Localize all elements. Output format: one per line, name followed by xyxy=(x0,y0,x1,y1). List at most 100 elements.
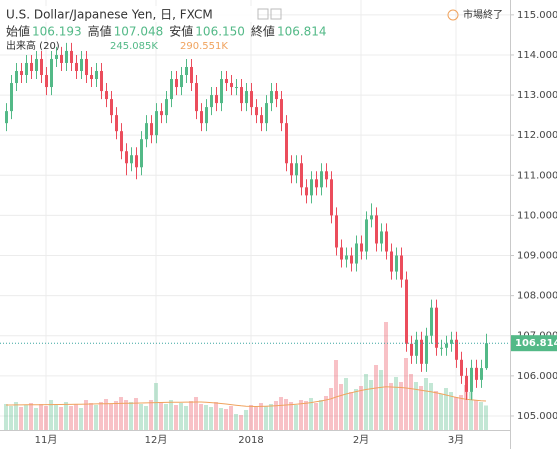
candle-body xyxy=(110,99,113,116)
candle-body xyxy=(210,95,213,108)
candle-body xyxy=(160,111,163,116)
volume-bar xyxy=(474,400,478,430)
candle-body xyxy=(360,243,363,252)
volume-bar xyxy=(289,402,293,430)
x-tick-label: 2月 xyxy=(353,434,369,446)
candle-body xyxy=(335,215,338,248)
candle-body xyxy=(305,187,308,196)
price-pane xyxy=(0,42,510,400)
candle-body xyxy=(255,107,258,116)
volume-bar xyxy=(124,400,128,430)
legend-label: 始値 xyxy=(6,24,30,39)
x-tick-label: 3月 xyxy=(448,434,464,446)
last-price-label: 106.814 xyxy=(515,338,557,349)
candle-body xyxy=(405,279,408,344)
volume-bar xyxy=(359,386,363,430)
candle-body xyxy=(165,99,168,116)
candle-body xyxy=(320,171,323,188)
candle-body xyxy=(105,91,108,100)
y-tick-label: 109.000 xyxy=(517,251,557,262)
volume-bar xyxy=(89,403,93,430)
candle-body xyxy=(450,339,453,344)
volume-bar xyxy=(334,360,338,430)
candle-body xyxy=(65,50,68,63)
candle-body xyxy=(130,155,133,164)
header: U.S. Dollar/Japanese Yen, 日, FXCM 市場終了 xyxy=(0,6,503,22)
volume-pane xyxy=(4,322,488,430)
volume-bar xyxy=(69,406,73,430)
volume-bar xyxy=(299,400,303,430)
candle-body xyxy=(140,139,143,168)
volume-bar xyxy=(439,394,443,430)
candle-body xyxy=(310,179,313,196)
candle-body xyxy=(375,215,378,244)
volume-bar xyxy=(394,377,398,430)
volume-bar xyxy=(144,406,148,430)
volume-ma-value: 290.551K xyxy=(180,41,228,52)
volume-bar xyxy=(149,400,153,430)
candle-body xyxy=(275,91,278,100)
candle-body xyxy=(235,87,238,89)
candle-body xyxy=(45,75,48,88)
candle-body xyxy=(50,58,53,88)
volume-bar xyxy=(184,406,188,430)
candle-body xyxy=(185,66,188,76)
candle-body xyxy=(145,123,148,140)
candle-body xyxy=(120,131,123,152)
y-tick-label: 110.000 xyxy=(517,210,557,221)
icon[interactable] xyxy=(257,8,269,20)
ohlc-legend: 始値 106.193 高値 107.048 安値 106.150 終値 106.814 xyxy=(6,24,327,39)
volume-bar xyxy=(229,406,233,430)
candle-body xyxy=(280,99,283,124)
candle-body xyxy=(350,255,353,264)
candle-body xyxy=(295,163,298,176)
candle-body xyxy=(180,75,183,88)
volume-bar xyxy=(304,401,308,430)
volume-bar xyxy=(464,385,468,430)
candle-body xyxy=(285,123,288,164)
candle-body xyxy=(170,79,173,100)
candle-body xyxy=(230,83,233,88)
volume-bar xyxy=(74,404,78,430)
price-axis: 105.000106.000107.000108.000109.000110.0… xyxy=(510,10,557,422)
volume-bar xyxy=(44,406,48,430)
x-tick-label: 2018 xyxy=(238,435,263,446)
chart-title: U.S. Dollar/Japanese Yen, 日, FXCM xyxy=(6,8,213,22)
volume-bar xyxy=(119,397,123,430)
volume-bar xyxy=(339,384,343,430)
candle-body xyxy=(240,87,243,104)
candle-body xyxy=(385,231,388,252)
icon[interactable] xyxy=(270,8,282,20)
candle-body xyxy=(430,307,433,336)
candle-body xyxy=(475,367,478,380)
volume-bar xyxy=(19,407,23,430)
volume-bar xyxy=(419,386,423,430)
last-price-tag xyxy=(511,335,557,352)
candle-body xyxy=(395,255,398,272)
candle-body xyxy=(80,58,83,71)
candle-body xyxy=(300,163,303,188)
y-tick-label: 111.000 xyxy=(517,170,557,181)
candle-body xyxy=(205,107,208,124)
volume-bar xyxy=(34,408,38,430)
volume-bar xyxy=(469,392,473,430)
candle-body xyxy=(125,151,128,164)
volume-bar xyxy=(454,397,458,430)
candle-body xyxy=(5,111,8,124)
candle-body xyxy=(290,163,293,176)
candle-body xyxy=(415,339,418,356)
volume-bar xyxy=(389,383,393,430)
volume-bar xyxy=(404,358,408,430)
candle-body xyxy=(150,123,153,136)
volume-bar xyxy=(324,396,328,430)
volume-bar xyxy=(104,399,108,430)
candle-body xyxy=(30,62,33,71)
candle-body xyxy=(315,179,318,188)
volume-bar xyxy=(244,410,248,430)
volume-bar xyxy=(199,404,203,430)
volume-bar xyxy=(264,406,268,430)
volume-bar xyxy=(64,402,68,430)
